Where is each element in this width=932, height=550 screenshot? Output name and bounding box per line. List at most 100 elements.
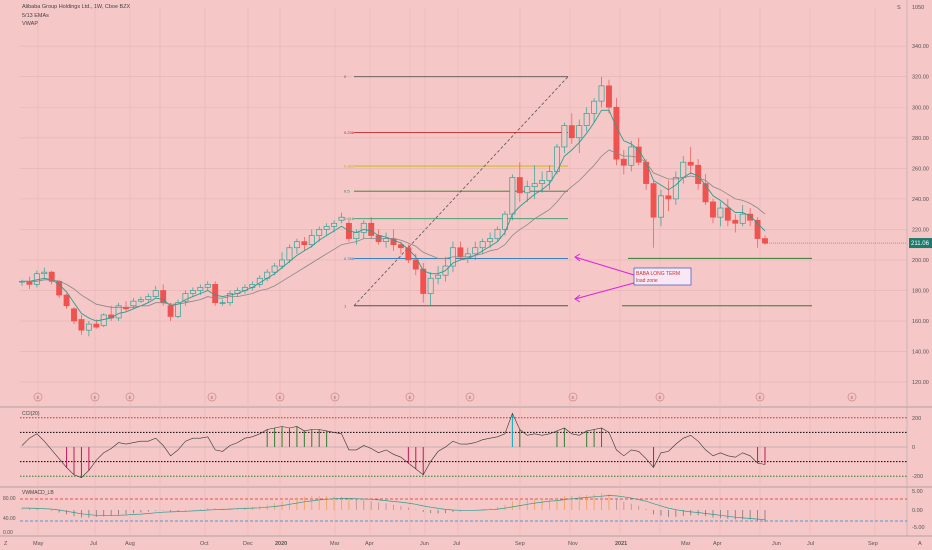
earnings-marker-label: E	[409, 395, 412, 400]
earnings-marker-label: E	[851, 395, 854, 400]
candle-body	[420, 268, 427, 294]
candle-body	[702, 183, 709, 203]
vwmacd-signal-line	[22, 495, 766, 521]
fib-level-label: 0.382	[344, 164, 355, 169]
candle-body	[219, 302, 226, 304]
time-tick-label: Apr	[713, 541, 722, 547]
candle-body	[576, 125, 583, 139]
time-tick-label: Jul	[90, 541, 97, 547]
vwap-legend[interactable]: VWAP	[22, 21, 38, 27]
candle-body	[695, 164, 702, 184]
vwmacd-left-tick: 0.00	[3, 530, 13, 536]
ema13-line	[22, 149, 766, 308]
cci-pane: CCI(20) 200 0 -200	[20, 411, 923, 480]
time-tick-label: Nov	[568, 541, 578, 547]
cci-line	[21, 412, 766, 479]
candle-body	[516, 177, 523, 194]
fib-level-label: 1	[344, 303, 347, 308]
candle-body	[197, 287, 204, 291]
candle-body	[85, 323, 92, 331]
price-axis: 120.00 140.00 160.00 180.00 200.00 220.00 240.…	[765, 5, 932, 386]
time-tick-label: Mar	[330, 541, 340, 547]
candle-body	[78, 319, 85, 331]
candle-body	[286, 247, 293, 261]
footer-right-label: A	[918, 541, 922, 547]
candle-body	[687, 161, 694, 166]
ema5-line	[22, 109, 766, 322]
candle-body	[427, 277, 434, 294]
candle-body	[650, 183, 657, 218]
candle-body	[539, 180, 546, 184]
time-tick-label: Aug	[125, 541, 135, 547]
annotation-text: load zone	[636, 278, 658, 284]
earnings-marker	[755, 392, 765, 402]
top-right-label: 1050	[912, 5, 924, 11]
time-tick-label: Jun	[772, 541, 781, 547]
candle-body	[494, 229, 501, 239]
vwmacd-pane: VWMACD_LB 80.00 40.00 0.00 5.00 0.00 -5.00	[3, 489, 925, 536]
candle-body	[598, 85, 605, 102]
fib-retracement: 0 0.236 0.382 0.5 0.618 0.786 1	[344, 74, 569, 308]
annotation-text: BABA LONG TERM	[636, 271, 680, 277]
earnings-marker	[465, 392, 475, 402]
candle-body	[316, 229, 323, 236]
cci-tick-label: -200	[912, 474, 923, 480]
candle-body	[383, 238, 390, 242]
time-tick-label: Sep	[515, 541, 525, 547]
time-tick-label: Sep	[868, 541, 878, 547]
candle-body	[568, 125, 575, 139]
time-tick-label: Mar	[681, 541, 691, 547]
candle-body	[227, 293, 233, 304]
earnings-marker-label: E	[759, 395, 762, 400]
symbol-title[interactable]: Alibaba Group Holdings Ltd., 1W, Cboe BZ…	[22, 4, 131, 10]
candles	[19, 76, 768, 337]
cci-tick-label: 0	[912, 445, 915, 451]
candle-body	[724, 207, 731, 221]
earnings-marker	[90, 392, 100, 402]
earnings-marker-label: E	[334, 395, 337, 400]
time-tick-label: May	[33, 541, 44, 547]
earnings-marker-label: E	[37, 395, 40, 400]
candle-body	[353, 232, 360, 239]
price-tick-label: 320.00	[912, 75, 929, 81]
price-tick-label: 160.00	[912, 319, 929, 325]
candle-body	[457, 247, 464, 258]
candle-body	[71, 308, 77, 322]
candle-body	[323, 226, 330, 230]
vwmacd-right-tick: 5.00	[912, 489, 923, 495]
candle-body	[301, 241, 308, 246]
fib-level-label: 0.786	[344, 256, 355, 261]
time-tick-label: Jun	[420, 541, 429, 547]
earnings-marker	[125, 392, 135, 402]
candle-body	[754, 219, 761, 239]
time-tick-label: Jul	[807, 541, 814, 547]
candle-body	[732, 219, 739, 224]
vwmacd-title: VWMACD_LB	[22, 490, 54, 496]
candle-body	[279, 259, 286, 267]
candle-body	[360, 222, 367, 233]
earnings-marker-label: E	[129, 395, 132, 400]
time-tick-label: Apr	[365, 541, 374, 547]
footer-left-label: Z	[4, 541, 8, 547]
earnings-marker	[405, 392, 415, 402]
earnings-marker	[655, 392, 665, 402]
ema-legend[interactable]: 5/13 EMAs	[22, 13, 49, 19]
price-tick-label: 300.00	[912, 105, 929, 111]
candle-body	[397, 244, 404, 249]
candle-body	[613, 106, 620, 160]
candle-body	[665, 195, 672, 200]
earnings-marker-label: E	[469, 395, 472, 400]
candle-body	[680, 161, 687, 178]
candle-body	[591, 100, 598, 114]
price-tick-label: 140.00	[912, 350, 929, 356]
earnings-marker-label: E	[279, 395, 282, 400]
price-tick-label: 220.00	[912, 227, 929, 233]
candle-body	[405, 247, 412, 261]
price-tick-label: 180.00	[912, 288, 929, 294]
candle-body	[26, 280, 33, 285]
vwmacd-right-tick: -5.00	[912, 525, 925, 531]
annotation-box	[633, 267, 692, 286]
candle-body	[502, 213, 508, 230]
